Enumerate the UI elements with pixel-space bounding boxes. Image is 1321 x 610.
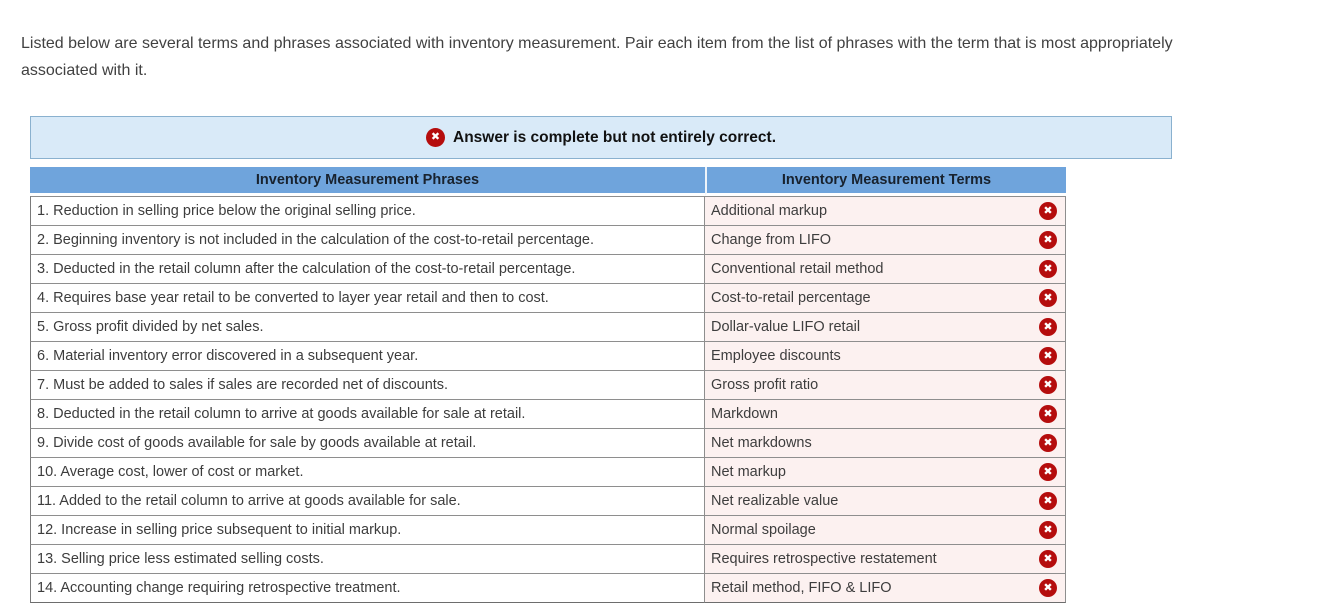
table-row: 11. Added to the retail column to arrive… — [30, 487, 1066, 516]
term-value[interactable]: Gross profit ratio — [711, 377, 819, 393]
incorrect-icon: ✖ — [1039, 202, 1057, 220]
phrase-cell: 8. Deducted in the retail column to arri… — [30, 400, 705, 429]
term-value[interactable]: Conventional retail method — [711, 261, 884, 277]
table-row: 8. Deducted in the retail column to arri… — [30, 400, 1066, 429]
term-value[interactable]: Net realizable value — [711, 493, 839, 509]
table-row: 10. Average cost, lower of cost or marke… — [30, 458, 1066, 487]
table-row: 6. Material inventory error discovered i… — [30, 342, 1066, 371]
term-dropdown-cell[interactable]: Dollar-value LIFO retail ✖ — [705, 313, 1066, 342]
phrase-cell: 14. Accounting change requiring retrospe… — [30, 574, 705, 603]
incorrect-icon: ✖ — [1039, 463, 1057, 481]
table-row: 3. Deducted in the retail column after t… — [30, 255, 1066, 284]
term-value[interactable]: Cost-to-retail percentage — [711, 290, 871, 306]
terms-column-header: Inventory Measurement Terms — [705, 167, 1066, 196]
phrase-cell: 2. Beginning inventory is not included i… — [30, 226, 705, 255]
incorrect-icon: ✖ — [1039, 550, 1057, 568]
term-dropdown-cell[interactable]: Cost-to-retail percentage ✖ — [705, 284, 1066, 313]
term-dropdown-cell[interactable]: Employee discounts ✖ — [705, 342, 1066, 371]
term-dropdown-cell[interactable]: Retail method, FIFO & LIFO ✖ — [705, 574, 1066, 603]
term-dropdown-cell[interactable]: Additional markup ✖ — [705, 196, 1066, 226]
instructions-text: Listed below are several terms and phras… — [21, 35, 1173, 79]
incorrect-icon: ✖ — [1039, 521, 1057, 539]
term-dropdown-cell[interactable]: Change from LIFO ✖ — [705, 226, 1066, 255]
table-row: 9. Divide cost of goods available for sa… — [30, 429, 1066, 458]
term-dropdown-cell[interactable]: Net markdowns ✖ — [705, 429, 1066, 458]
term-value[interactable]: Retail method, FIFO & LIFO — [711, 580, 892, 596]
phrase-cell: 4. Requires base year retail to be conve… — [30, 284, 705, 313]
table-row: 13. Selling price less estimated selling… — [30, 545, 1066, 574]
term-value[interactable]: Net markup — [711, 464, 786, 480]
banner-message: Answer is complete but not entirely corr… — [453, 128, 776, 146]
table-row: 14. Accounting change requiring retrospe… — [30, 574, 1066, 603]
term-value[interactable]: Normal spoilage — [711, 522, 816, 538]
term-value[interactable]: Markdown — [711, 406, 778, 422]
x-circle-icon: ✖ — [426, 128, 445, 147]
phrase-cell: 9. Divide cost of goods available for sa… — [30, 429, 705, 458]
incorrect-icon: ✖ — [1039, 579, 1057, 597]
table-row: 12. Increase in selling price subsequent… — [30, 516, 1066, 545]
term-dropdown-cell[interactable]: Markdown ✖ — [705, 400, 1066, 429]
term-dropdown-cell[interactable]: Requires retrospective restatement ✖ — [705, 545, 1066, 574]
term-dropdown-cell[interactable]: Net markup ✖ — [705, 458, 1066, 487]
table-row: 2. Beginning inventory is not included i… — [30, 226, 1066, 255]
incorrect-icon: ✖ — [1039, 405, 1057, 423]
phrase-cell: 7. Must be added to sales if sales are r… — [30, 371, 705, 400]
incorrect-icon: ✖ — [1039, 289, 1057, 307]
incorrect-icon: ✖ — [1039, 434, 1057, 452]
phrase-cell: 3. Deducted in the retail column after t… — [30, 255, 705, 284]
incorrect-icon: ✖ — [1039, 260, 1057, 278]
phrase-cell: 11. Added to the retail column to arrive… — [30, 487, 705, 516]
phrase-cell: 6. Material inventory error discovered i… — [30, 342, 705, 371]
inventory-matching-table: Inventory Measurement Phrases Inventory … — [30, 167, 1066, 603]
term-dropdown-cell[interactable]: Gross profit ratio ✖ — [705, 371, 1066, 400]
incorrect-icon: ✖ — [1039, 231, 1057, 249]
term-dropdown-cell[interactable]: Conventional retail method ✖ — [705, 255, 1066, 284]
phrase-cell: 5. Gross profit divided by net sales. — [30, 313, 705, 342]
term-dropdown-cell[interactable]: Normal spoilage ✖ — [705, 516, 1066, 545]
phrase-cell: 10. Average cost, lower of cost or marke… — [30, 458, 705, 487]
incorrect-icon: ✖ — [1039, 376, 1057, 394]
term-value[interactable]: Requires retrospective restatement — [711, 551, 937, 567]
table-row: 5. Gross profit divided by net sales. Do… — [30, 313, 1066, 342]
term-value[interactable]: Additional markup — [711, 203, 828, 219]
table-row: 1. Reduction in selling price below the … — [30, 196, 1066, 226]
phrase-cell: 1. Reduction in selling price below the … — [30, 196, 705, 226]
table-header-row: Inventory Measurement Phrases Inventory … — [30, 167, 1066, 196]
answer-status-banner: ✖ Answer is complete but not entirely co… — [30, 116, 1172, 159]
phrases-column-header: Inventory Measurement Phrases — [30, 167, 705, 196]
table-row: 7. Must be added to sales if sales are r… — [30, 371, 1066, 400]
term-value[interactable]: Net markdowns — [711, 435, 812, 451]
incorrect-icon: ✖ — [1039, 492, 1057, 510]
incorrect-icon: ✖ — [1039, 347, 1057, 365]
phrase-cell: 13. Selling price less estimated selling… — [30, 545, 705, 574]
incorrect-icon: ✖ — [1039, 318, 1057, 336]
phrase-cell: 12. Increase in selling price subsequent… — [30, 516, 705, 545]
term-value[interactable]: Change from LIFO — [711, 232, 832, 248]
table-row: 4. Requires base year retail to be conve… — [30, 284, 1066, 313]
term-value[interactable]: Dollar-value LIFO retail — [711, 319, 861, 335]
term-dropdown-cell[interactable]: Net realizable value ✖ — [705, 487, 1066, 516]
term-value[interactable]: Employee discounts — [711, 348, 841, 364]
